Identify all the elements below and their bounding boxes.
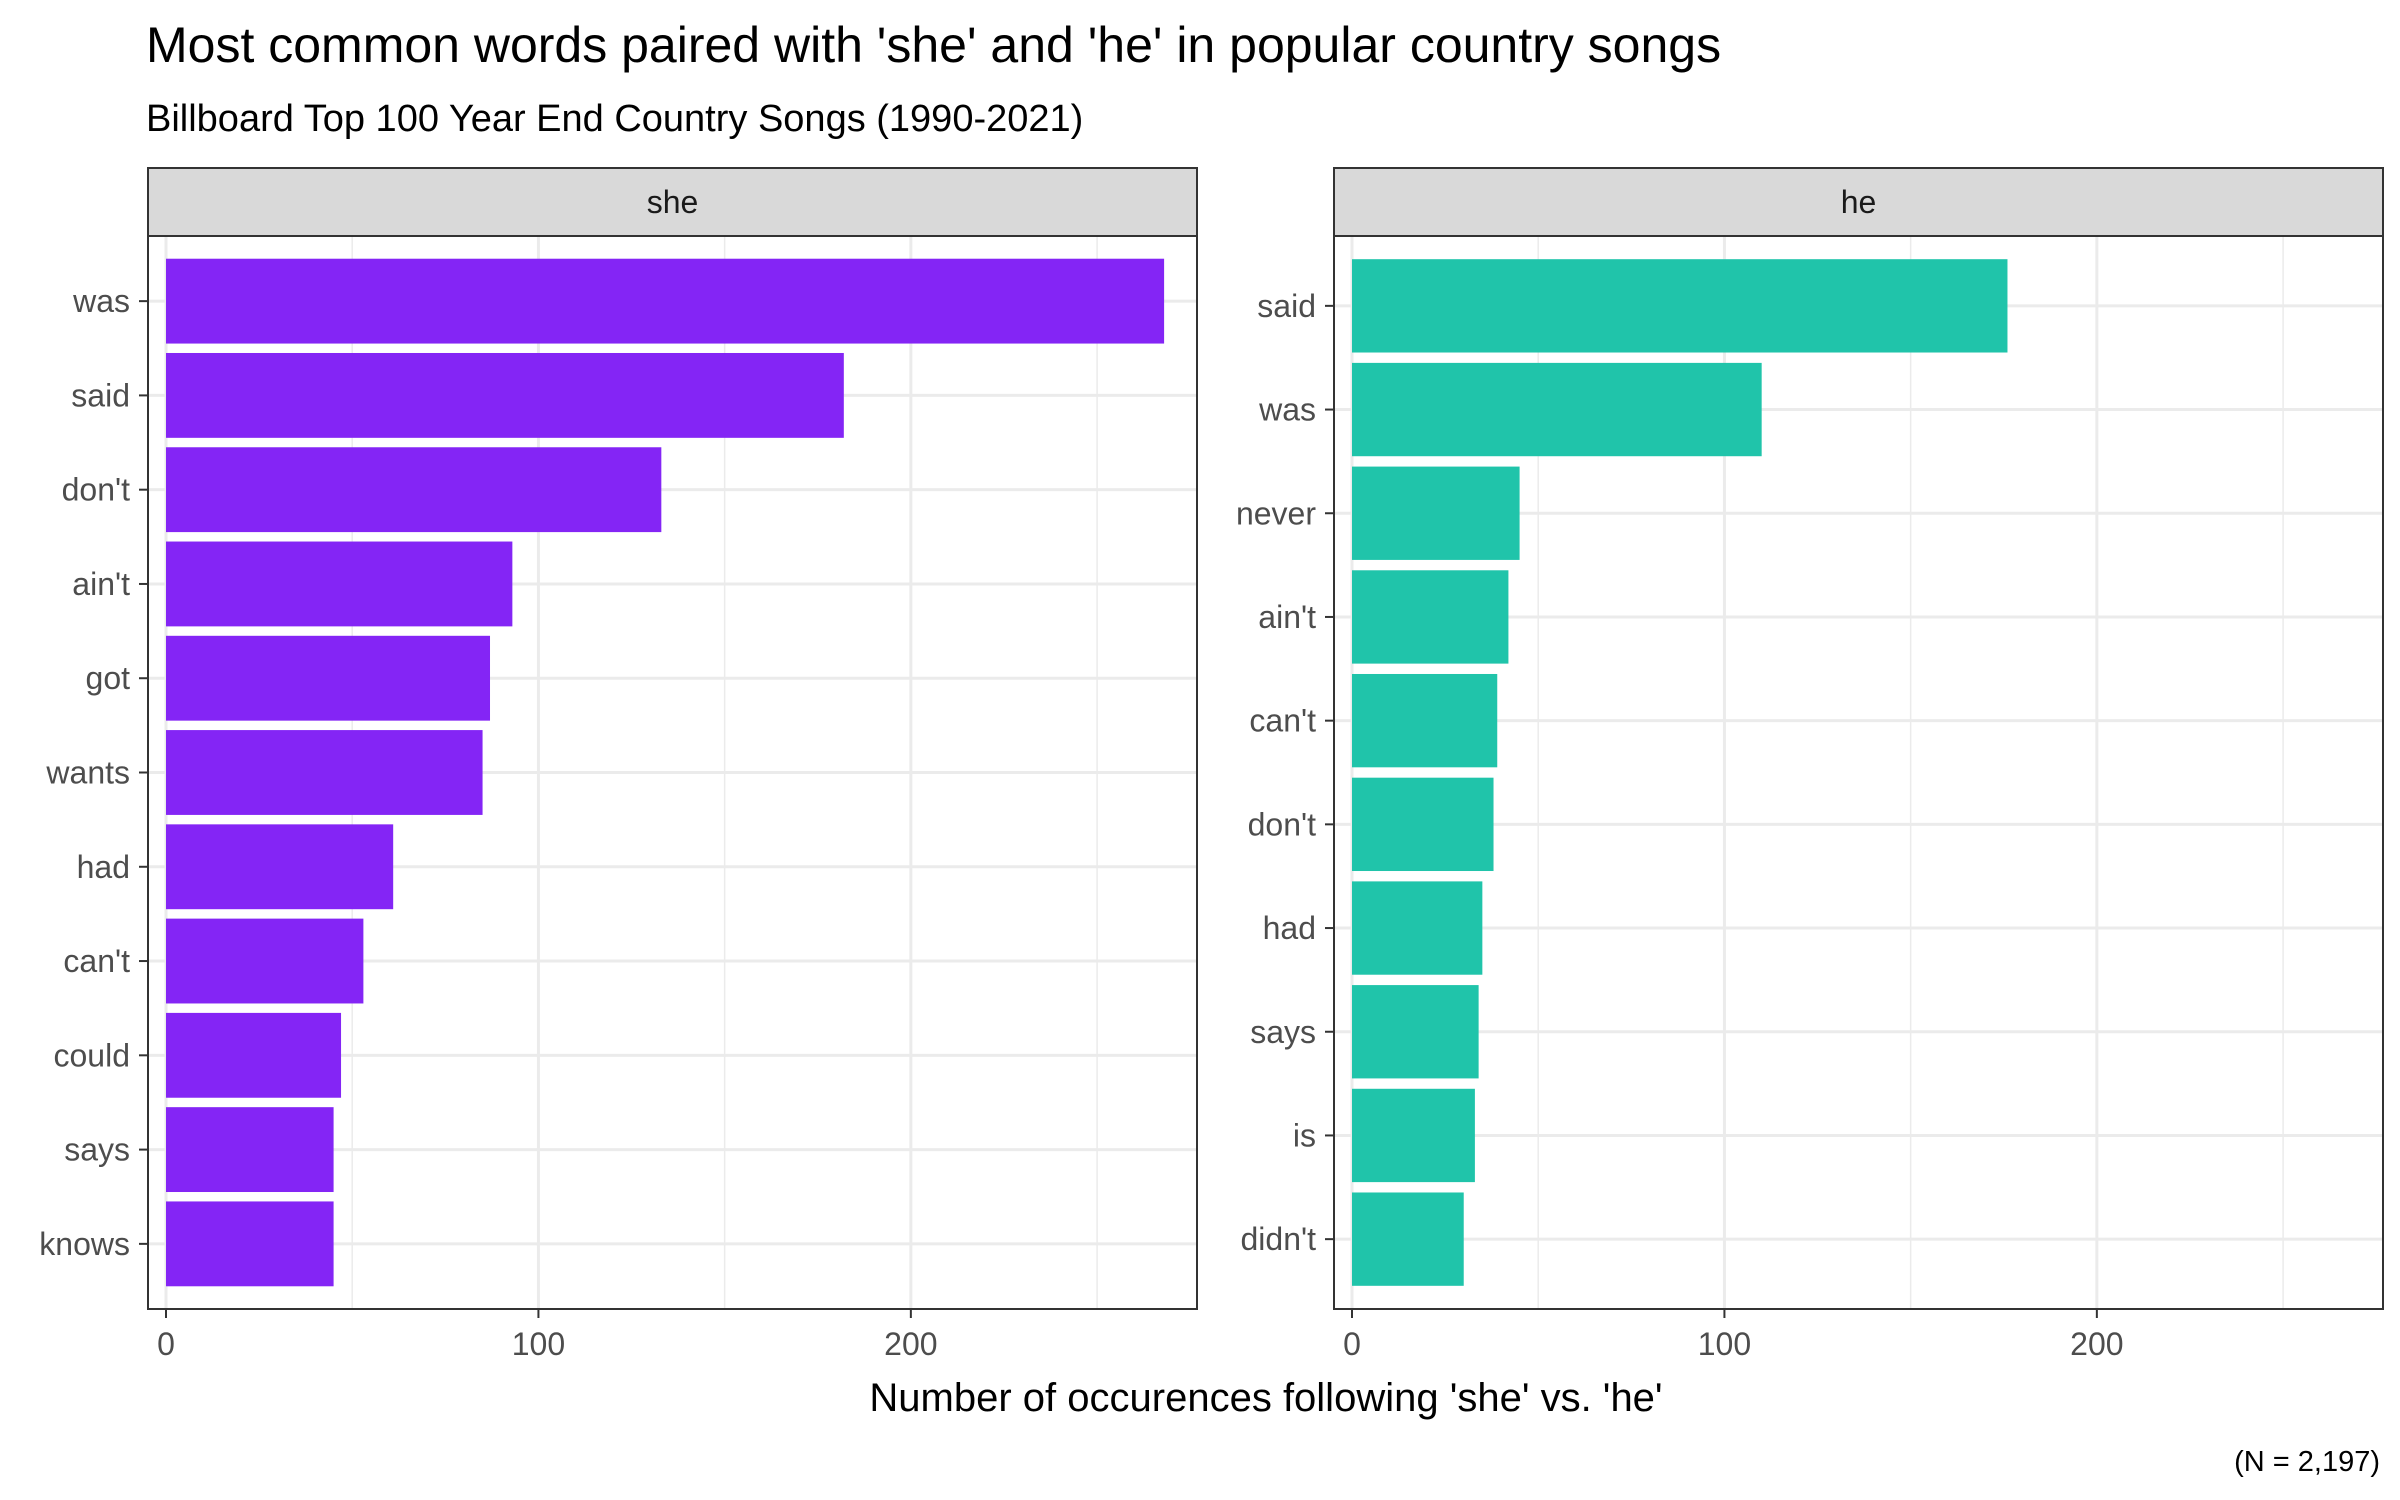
facet-strip bbox=[147, 167, 1198, 237]
bar-he-don't bbox=[1352, 777, 1494, 872]
y-tick-label: could bbox=[54, 1037, 131, 1073]
bar-she-says bbox=[166, 1107, 334, 1193]
y-tick-label: says bbox=[1250, 1014, 1316, 1050]
y-tick-label: ain't bbox=[1258, 599, 1316, 635]
y-tick-label: says bbox=[64, 1132, 130, 1168]
bar-he-had bbox=[1352, 881, 1483, 975]
bar-he-didn't bbox=[1352, 1192, 1464, 1286]
y-tick-label: is bbox=[1293, 1117, 1316, 1153]
y-tick-label: was bbox=[1258, 392, 1316, 428]
facet-strip bbox=[1333, 167, 2384, 237]
x-tick-label: 100 bbox=[1698, 1326, 1751, 1362]
bar-she-said bbox=[166, 352, 844, 438]
y-tick-label: didn't bbox=[1241, 1221, 1317, 1257]
bar-she-got bbox=[166, 635, 491, 721]
x-tick-label: 200 bbox=[2070, 1326, 2123, 1362]
bar-she-can't bbox=[166, 918, 364, 1004]
y-tick-label: don't bbox=[1248, 806, 1317, 842]
y-tick-label: wants bbox=[45, 755, 130, 791]
bar-she-ain't bbox=[166, 541, 513, 627]
y-tick-label: can't bbox=[1249, 703, 1316, 739]
x-tick-label: 0 bbox=[157, 1326, 175, 1362]
chart-subtitle: Billboard Top 100 Year End Country Songs… bbox=[146, 98, 1083, 140]
x-axis-title: Number of occurences following 'she' vs.… bbox=[869, 1376, 1662, 1420]
panel-border bbox=[1333, 235, 2384, 1310]
facet-panels: she was said don't ain't got wants had can't coul… bbox=[39, 167, 2384, 1362]
bar-she-had bbox=[166, 824, 394, 910]
y-tick-label: got bbox=[86, 660, 131, 696]
chart-caption: (N = 2,197) bbox=[2234, 1446, 2380, 1478]
bar-she-could bbox=[166, 1012, 342, 1098]
chart-title: Most common words paired with 'she' and … bbox=[146, 17, 1721, 73]
bar-he-was bbox=[1352, 362, 1762, 457]
bar-he-is bbox=[1352, 1088, 1475, 1183]
bar-she-knows bbox=[166, 1201, 334, 1287]
y-tick-label: don't bbox=[62, 472, 131, 508]
bar-he-said bbox=[1352, 259, 2008, 353]
panel-she: she was said don't ain't got wants had can't coul… bbox=[39, 167, 1198, 1362]
facet-strip-label: she bbox=[647, 184, 699, 220]
y-tick-label: knows bbox=[39, 1226, 130, 1262]
y-tick-label: had bbox=[77, 849, 130, 885]
bar-she-was bbox=[166, 258, 1165, 344]
bar-she-wants bbox=[166, 730, 483, 815]
bar-he-ain't bbox=[1352, 570, 1509, 664]
facet-strip-label: he bbox=[1841, 184, 1877, 220]
bar-she-don't bbox=[166, 447, 662, 533]
y-tick-label: ain't bbox=[72, 566, 130, 602]
bar-he-can't bbox=[1352, 673, 1498, 768]
panel-he: he said was never ain't can't don't had says is di… bbox=[1236, 167, 2384, 1362]
y-tick-label: never bbox=[1236, 495, 1316, 531]
y-tick-label: had bbox=[1263, 910, 1316, 946]
y-tick-label: was bbox=[72, 283, 130, 319]
y-tick-label: said bbox=[71, 377, 130, 413]
bar-he-never bbox=[1352, 466, 1520, 560]
x-tick-label: 100 bbox=[512, 1326, 565, 1362]
x-tick-label: 200 bbox=[884, 1326, 937, 1362]
y-tick-label: said bbox=[1257, 288, 1316, 324]
y-tick-label: can't bbox=[63, 943, 130, 979]
bar-he-says bbox=[1352, 985, 1479, 1079]
x-tick-label: 0 bbox=[1343, 1326, 1361, 1362]
